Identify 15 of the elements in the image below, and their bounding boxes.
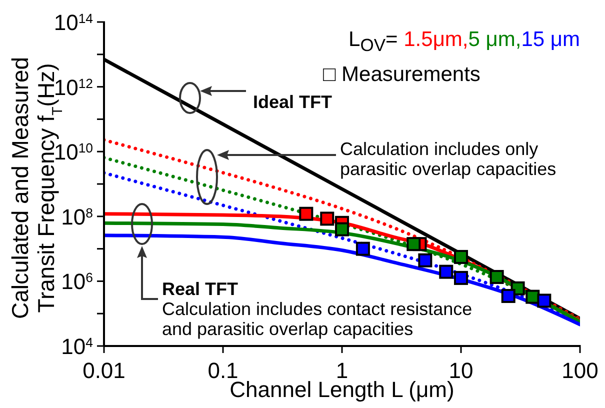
text: 1.5μm, — [404, 28, 468, 51]
legend-title: L$_{OV}$= — [348, 28, 399, 56]
y-tick-label: 10$^{14}$ — [54, 10, 93, 35]
y-tick-label: 10$^{6}$ — [61, 269, 93, 294]
annotation: Ideal TFT — [253, 92, 332, 112]
x-tick-label: 0.01 — [82, 358, 126, 383]
y-tick-label: 10$^{8}$ — [61, 204, 93, 230]
annotation: Calculation includes only parasitic overlap capacities — [340, 139, 556, 179]
text: 5 μm, — [468, 28, 522, 51]
text: 15 μm — [521, 28, 580, 51]
annotation: Calculation includes contact resistance and parasitic overlap capacities — [162, 299, 472, 339]
y-tick-label: 10$^{4}$ — [61, 334, 93, 359]
annotation: Real TFT — [162, 279, 238, 299]
x-tick-label: 100 — [562, 358, 598, 383]
annotation: □ Measurements — [323, 63, 480, 86]
